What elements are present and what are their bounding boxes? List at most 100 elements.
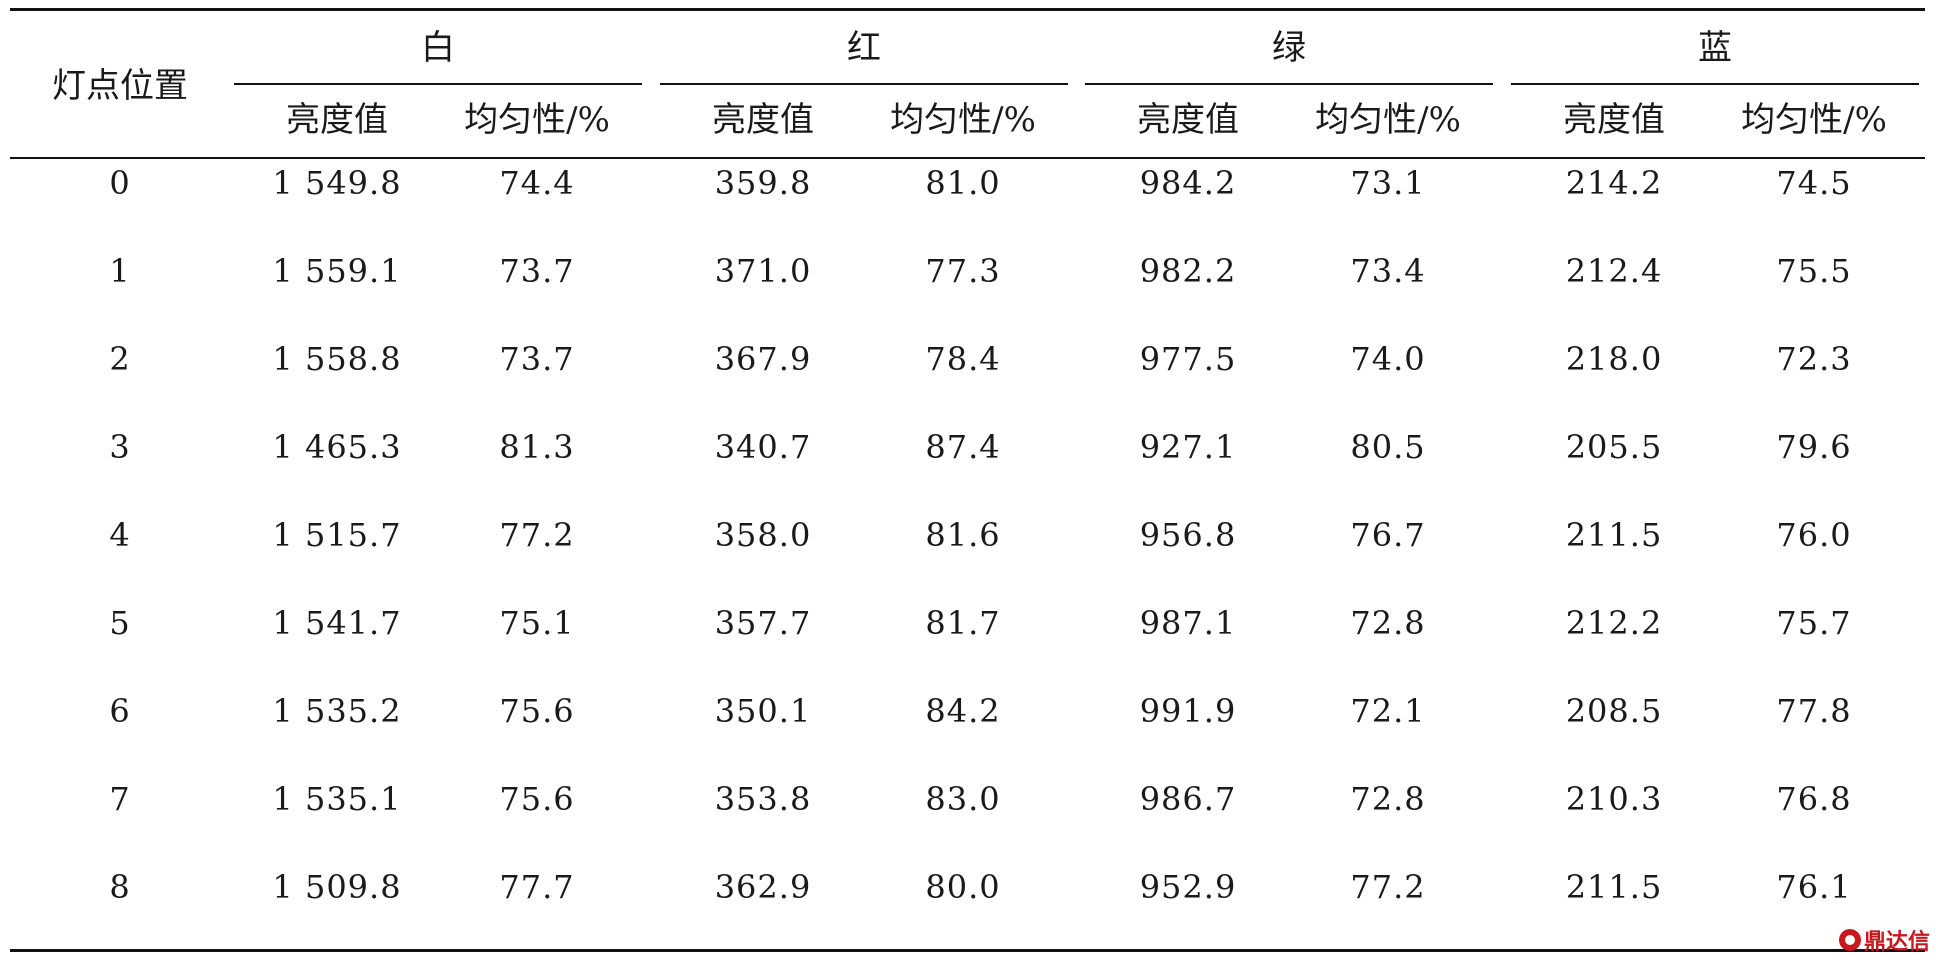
table-cell: 956.8 bbox=[1139, 516, 1237, 554]
table-cell: 367.9 bbox=[714, 340, 812, 378]
sub-header-3-1: 均匀性/% bbox=[1741, 100, 1887, 140]
table-cell: 76.8 bbox=[1776, 780, 1852, 818]
table-cell: 75.1 bbox=[499, 604, 575, 642]
table-cell: 76.7 bbox=[1350, 516, 1426, 554]
table-cell: 72.8 bbox=[1350, 604, 1426, 642]
table-cell: 75.5 bbox=[1776, 252, 1852, 290]
table-cell: 75.6 bbox=[499, 692, 575, 730]
sub-header-1-0: 亮度值 bbox=[712, 100, 814, 140]
table-cell: 1 535.2 bbox=[272, 692, 402, 730]
table-cell: 77.8 bbox=[1776, 692, 1852, 730]
table-cell: 73.7 bbox=[499, 252, 575, 290]
top-rule bbox=[10, 8, 1925, 11]
group-header-0: 白 bbox=[421, 28, 455, 68]
table-cell: 353.8 bbox=[714, 780, 812, 818]
table-cell: 1 465.3 bbox=[272, 428, 402, 466]
table-cell: 218.0 bbox=[1565, 340, 1663, 378]
row-label: 0 bbox=[109, 164, 131, 202]
table-cell: 1 559.1 bbox=[272, 252, 402, 290]
table-cell: 359.8 bbox=[714, 164, 812, 202]
logo-circle-icon bbox=[1838, 929, 1861, 951]
table-cell: 371.0 bbox=[714, 252, 812, 290]
table-cell: 208.5 bbox=[1565, 692, 1663, 730]
table-cell: 81.3 bbox=[499, 428, 575, 466]
table-cell: 927.1 bbox=[1139, 428, 1237, 466]
table-cell: 76.1 bbox=[1776, 868, 1852, 906]
header-rule bbox=[10, 157, 1925, 159]
table-cell: 1 509.8 bbox=[272, 868, 402, 906]
table-cell: 1 558.8 bbox=[272, 340, 402, 378]
row-label: 4 bbox=[109, 516, 131, 554]
table-cell: 986.7 bbox=[1139, 780, 1237, 818]
table-cell: 77.3 bbox=[925, 252, 1001, 290]
table-cell: 73.4 bbox=[1350, 252, 1426, 290]
group-header-1: 红 bbox=[847, 28, 881, 68]
table-cell: 76.0 bbox=[1776, 516, 1852, 554]
table-cell: 357.7 bbox=[714, 604, 812, 642]
bottom-rule bbox=[10, 949, 1925, 952]
table-cell: 210.3 bbox=[1565, 780, 1663, 818]
table-cell: 77.7 bbox=[499, 868, 575, 906]
table-cell: 211.5 bbox=[1565, 868, 1663, 906]
table-cell: 75.7 bbox=[1776, 604, 1852, 642]
table-cell: 72.3 bbox=[1776, 340, 1852, 378]
group-header-2: 绿 bbox=[1272, 28, 1306, 68]
table-cell: 74.5 bbox=[1776, 164, 1852, 202]
watermark-logo: 鼎达信 bbox=[1838, 924, 1930, 956]
table-cell: 1 515.7 bbox=[272, 516, 402, 554]
row-label: 3 bbox=[109, 428, 131, 466]
table-cell: 79.6 bbox=[1776, 428, 1852, 466]
row-label: 8 bbox=[109, 868, 131, 906]
table-cell: 1 541.7 bbox=[272, 604, 402, 642]
table-cell: 362.9 bbox=[714, 868, 812, 906]
table-cell: 977.5 bbox=[1139, 340, 1237, 378]
table-cell: 84.2 bbox=[925, 692, 1001, 730]
row-label: 7 bbox=[109, 780, 131, 818]
table-cell: 212.2 bbox=[1565, 604, 1663, 642]
sub-header-3-0: 亮度值 bbox=[1563, 100, 1665, 140]
table-cell: 211.5 bbox=[1565, 516, 1663, 554]
row-header: 灯点位置 bbox=[52, 66, 188, 106]
table-cell: 205.5 bbox=[1565, 428, 1663, 466]
table-cell: 77.2 bbox=[499, 516, 575, 554]
table-cell: 340.7 bbox=[714, 428, 812, 466]
table-cell: 78.4 bbox=[925, 340, 1001, 378]
sub-header-2-1: 均匀性/% bbox=[1315, 100, 1461, 140]
group-rule-3 bbox=[1511, 83, 1919, 85]
table-cell: 358.0 bbox=[714, 516, 812, 554]
table-cell: 1 549.8 bbox=[272, 164, 402, 202]
table-cell: 984.2 bbox=[1139, 164, 1237, 202]
table-cell: 212.4 bbox=[1565, 252, 1663, 290]
table-cell: 952.9 bbox=[1139, 868, 1237, 906]
group-header-3: 蓝 bbox=[1698, 28, 1732, 68]
watermark-text: 鼎达信 bbox=[1863, 930, 1930, 955]
sub-header-0-1: 均匀性/% bbox=[464, 100, 610, 140]
table-cell: 991.9 bbox=[1139, 692, 1237, 730]
table-cell: 83.0 bbox=[925, 780, 1001, 818]
row-label: 1 bbox=[109, 252, 131, 290]
table-cell: 73.7 bbox=[499, 340, 575, 378]
row-label: 5 bbox=[109, 604, 131, 642]
table-cell: 1 535.1 bbox=[272, 780, 402, 818]
table-cell: 72.1 bbox=[1350, 692, 1426, 730]
table-cell: 80.5 bbox=[1350, 428, 1426, 466]
table-cell: 87.4 bbox=[925, 428, 1001, 466]
table-cell: 81.7 bbox=[925, 604, 1001, 642]
sub-header-0-0: 亮度值 bbox=[286, 100, 388, 140]
table-cell: 350.1 bbox=[714, 692, 812, 730]
row-label: 2 bbox=[109, 340, 131, 378]
group-rule-0 bbox=[234, 83, 642, 85]
table-cell: 75.6 bbox=[499, 780, 575, 818]
table-cell: 80.0 bbox=[925, 868, 1001, 906]
table-cell: 214.2 bbox=[1565, 164, 1663, 202]
table-cell: 74.4 bbox=[499, 164, 575, 202]
group-rule-2 bbox=[1085, 83, 1493, 85]
table-cell: 77.2 bbox=[1350, 868, 1426, 906]
table-cell: 81.6 bbox=[925, 516, 1001, 554]
table-cell: 73.1 bbox=[1350, 164, 1426, 202]
group-rule-1 bbox=[660, 83, 1068, 85]
table-cell: 72.8 bbox=[1350, 780, 1426, 818]
sub-header-2-0: 亮度值 bbox=[1137, 100, 1239, 140]
table-cell: 982.2 bbox=[1139, 252, 1237, 290]
table-cell: 987.1 bbox=[1139, 604, 1237, 642]
